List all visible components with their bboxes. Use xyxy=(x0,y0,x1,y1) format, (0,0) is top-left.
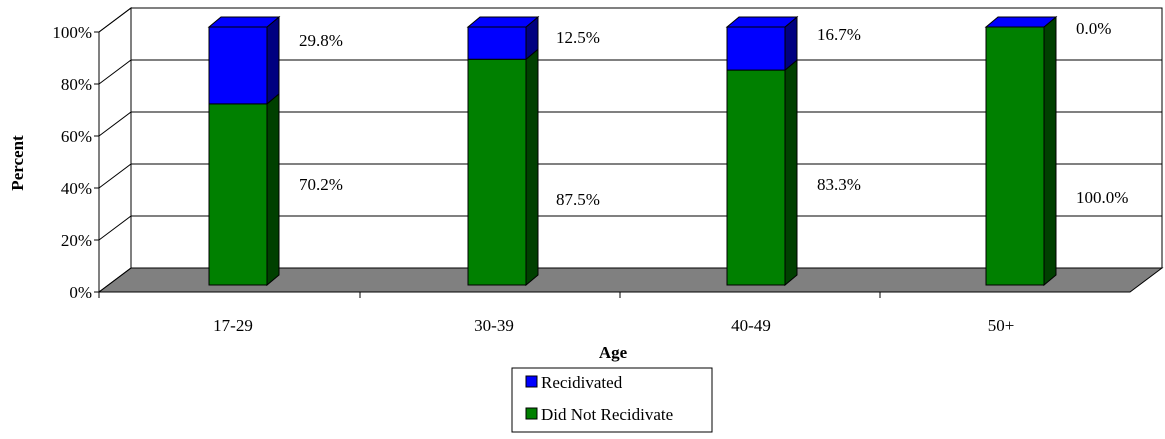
bar-top-cap-17-29 xyxy=(207,16,281,28)
legend-box xyxy=(511,367,713,433)
bar-side-face xyxy=(1043,15,1057,287)
y-tick-label: 80% xyxy=(61,75,92,94)
y-tick-label: 20% xyxy=(61,231,92,250)
bar-did-not-recidivate-17-29 xyxy=(208,92,280,287)
bar-side-face xyxy=(784,59,798,287)
bar-side-face xyxy=(266,92,280,287)
x-tick-label-17-29: 17-29 xyxy=(213,316,253,335)
gridline xyxy=(98,59,1162,85)
data-label-did-not-recidivate-17-29: 70.2% xyxy=(299,175,343,194)
bar-top-cap-40-49 xyxy=(725,16,799,28)
x-tick-label-50: 50+ xyxy=(988,316,1015,335)
gridline xyxy=(98,111,1162,137)
bar-front-face xyxy=(208,103,268,286)
x-tick-label-30-39: 30-39 xyxy=(474,316,514,335)
gridline xyxy=(98,215,1162,241)
bar-did-not-recidivate-50 xyxy=(985,15,1057,287)
legend: Recidivated Did Not Recidivate xyxy=(511,367,713,433)
bar-recidivated-30-39 xyxy=(467,15,539,61)
bar-top-cap-50 xyxy=(984,16,1058,28)
bar-side-face xyxy=(525,48,539,287)
side-wall xyxy=(98,7,132,293)
data-label-recidivated-50: 0.0% xyxy=(1076,19,1111,38)
legend-label-did-not-recidivate: Did Not Recidivate xyxy=(541,405,673,424)
legend-swatch-recidivated xyxy=(525,375,538,388)
data-label-recidivated-17-29: 29.8% xyxy=(299,31,343,50)
y-tick-label: 0% xyxy=(69,283,92,302)
y-tick-label: 60% xyxy=(61,127,92,146)
legend-swatch-did-not-recidivate xyxy=(525,407,538,420)
data-label-did-not-recidivate-30-39: 87.5% xyxy=(556,190,600,209)
y-axis-title: Percent xyxy=(8,135,27,191)
y-tick-label: 40% xyxy=(61,179,92,198)
bar-front-face xyxy=(467,26,527,60)
bar-front-face xyxy=(985,26,1045,286)
data-label-recidivated-30-39: 12.5% xyxy=(556,28,600,47)
x-axis-title: Age xyxy=(599,343,628,362)
data-label-did-not-recidivate-50: 100.0% xyxy=(1076,188,1128,207)
gridline xyxy=(98,7,1162,33)
bar-did-not-recidivate-40-49 xyxy=(726,59,798,287)
bar-front-face xyxy=(467,58,527,286)
x-tick-label-40-49: 40-49 xyxy=(731,316,771,335)
data-label-did-not-recidivate-40-49: 83.3% xyxy=(817,175,861,194)
bar-recidivated-40-49 xyxy=(726,15,798,72)
legend-label-recidivated: Recidivated xyxy=(541,373,623,392)
bar-top-cap-30-39 xyxy=(466,16,540,28)
gridline xyxy=(98,163,1162,189)
bar-front-face xyxy=(208,26,268,105)
bar-did-not-recidivate-30-39 xyxy=(467,48,539,287)
bar-recidivated-17-29 xyxy=(208,15,280,105)
data-label-recidivated-40-49: 16.7% xyxy=(817,25,861,44)
y-tick-label: 100% xyxy=(52,23,92,42)
bar-front-face xyxy=(726,26,786,71)
bar-front-face xyxy=(726,69,786,286)
bar-side-face xyxy=(266,15,280,105)
